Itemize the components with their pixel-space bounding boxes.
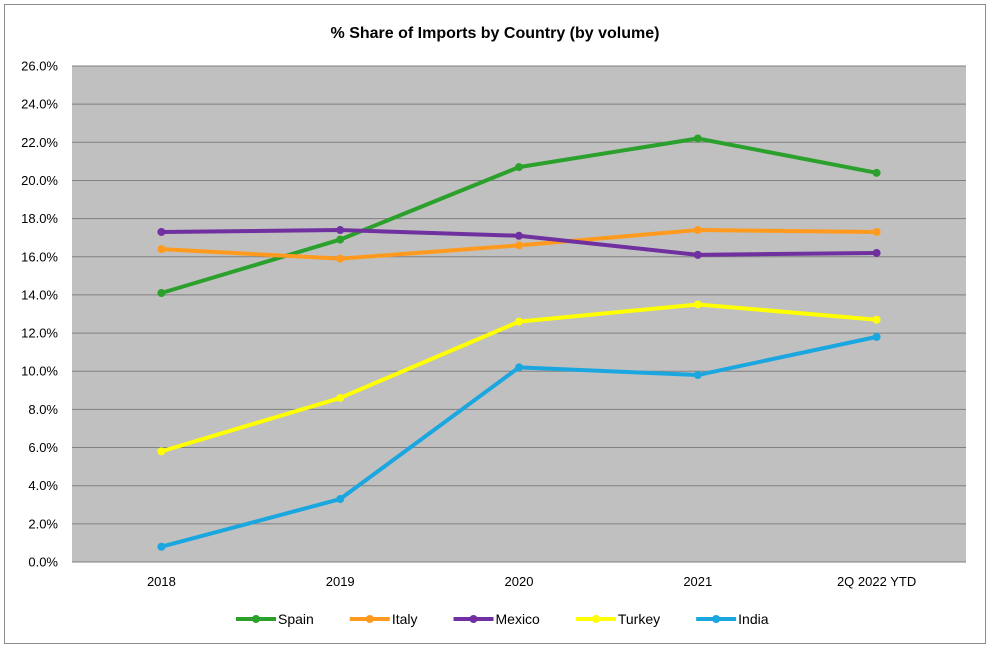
legend-label: Turkey — [618, 611, 660, 627]
data-point — [157, 542, 166, 551]
data-point — [515, 241, 523, 250]
legend-item-india: India — [696, 611, 769, 627]
y-tick-label: 0.0% — [28, 555, 58, 570]
data-point — [693, 371, 702, 380]
data-point — [872, 168, 881, 177]
y-tick-label: 16.0% — [21, 249, 58, 264]
y-tick-label: 22.0% — [21, 135, 58, 150]
legend-label: Italy — [392, 611, 418, 627]
y-tick-label: 12.0% — [21, 326, 58, 341]
x-tick-label: 2021 — [683, 574, 712, 589]
data-point — [157, 289, 166, 298]
y-tick-label: 4.0% — [28, 478, 58, 493]
data-point — [515, 163, 523, 172]
legend-item-spain: Spain — [236, 611, 314, 627]
data-point — [157, 447, 166, 456]
x-tick-label: 2019 — [326, 574, 355, 589]
y-tick-label: 26.0% — [21, 59, 58, 74]
data-point — [336, 495, 345, 504]
data-point — [872, 332, 881, 341]
data-point — [336, 254, 345, 263]
data-point — [515, 317, 523, 326]
legend-item-italy: Italy — [349, 611, 418, 627]
legend-marker — [252, 615, 260, 623]
y-tick-label: 10.0% — [21, 364, 58, 379]
legend-label: Spain — [278, 611, 314, 627]
data-point — [336, 235, 345, 244]
data-point — [336, 393, 345, 402]
data-point — [515, 231, 523, 240]
y-tick-label: 8.0% — [28, 402, 58, 417]
y-tick-label: 6.0% — [28, 440, 58, 455]
y-tick-label: 20.0% — [21, 173, 58, 188]
series-lines — [157, 134, 881, 551]
data-point — [872, 227, 881, 236]
series-mexico — [157, 226, 881, 259]
y-tick-label: 18.0% — [21, 211, 58, 226]
legend-item-turkey: Turkey — [575, 611, 660, 627]
series-india — [157, 332, 881, 551]
legend-label: Mexico — [496, 611, 541, 627]
legend-marker — [712, 615, 721, 623]
y-tick-label: 24.0% — [21, 97, 58, 112]
x-tick-label: 2018 — [147, 574, 176, 589]
data-point — [336, 226, 345, 235]
data-point — [872, 315, 881, 324]
legend-marker — [365, 615, 374, 623]
legend: Spain Italy Mexico Turkey India — [236, 611, 769, 627]
data-point — [872, 248, 881, 257]
data-point — [157, 245, 166, 254]
x-tick-label: 2020 — [505, 574, 534, 589]
data-point — [515, 363, 523, 372]
chart-title: % Share of Imports by Country (by volume… — [331, 25, 660, 42]
y-axis: 0.0% 2.0% 4.0% 6.0% 8.0% 10.0% 12.0% 14.0% 16.0%… — [21, 59, 58, 570]
series-italy — [157, 226, 881, 263]
y-tick-label: 2.0% — [28, 516, 58, 531]
data-point — [157, 227, 166, 236]
x-axis: 2018 2019 2020 2021 2Q 2022 YTD — [72, 561, 966, 589]
y-tick-label: 14.0% — [21, 287, 58, 302]
legend-label: India — [738, 611, 769, 627]
x-tick-label: 2Q 2022 YTD — [837, 574, 916, 589]
legend-item-mexico: Mexico — [453, 611, 541, 627]
data-point — [693, 300, 702, 309]
legend-marker — [591, 615, 600, 623]
data-point — [693, 134, 702, 143]
legend-marker — [469, 615, 478, 623]
data-point — [693, 226, 702, 235]
series-turkey — [157, 300, 881, 456]
data-point — [693, 250, 702, 259]
